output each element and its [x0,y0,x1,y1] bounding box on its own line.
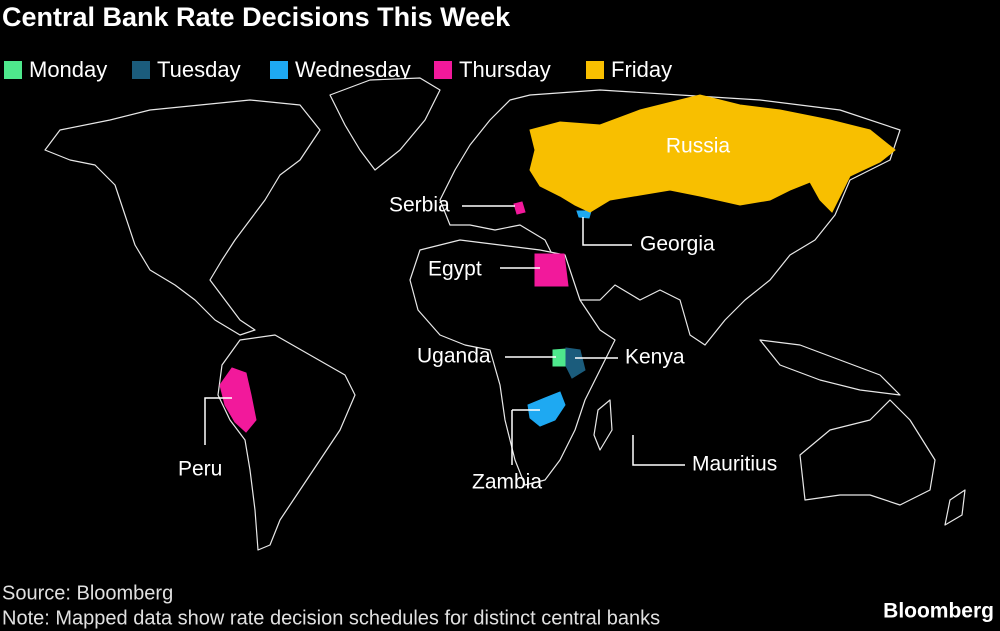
country-shape [576,210,592,219]
country-label: Kenya [625,346,685,369]
landmass [217,334,356,551]
legend-swatch [4,61,22,79]
legend-swatch [132,61,150,79]
landmass [44,99,321,336]
country-shape [219,367,257,433]
country-label: Egypt [428,258,482,281]
country-label: Uganda [417,345,491,368]
country-shape [513,201,526,215]
country-label: Serbia [389,194,450,217]
legend-label: Thursday [459,57,551,82]
legend-label: Tuesday [157,57,241,82]
source: Source: Bloomberg [2,582,173,604]
landmass [759,339,901,396]
country-labels: Uganda Kenya Georgia Zambia Serbia Egypt Peru R… [178,135,777,494]
legend: Monday Tuesday Wednesday Thursday Friday [4,57,672,82]
country-shape [529,94,896,213]
country-label: Russia [666,135,731,158]
country-label: Zambia [472,471,542,494]
brand: Bloomberg [883,600,994,623]
leader-line [632,435,685,466]
country-label: Peru [178,458,222,481]
country-shape [534,253,569,287]
leader-line [511,409,540,465]
legend-swatch [270,61,288,79]
legend-label: Monday [29,57,107,82]
landmass [799,399,936,506]
highlighted-countries [219,94,896,433]
legend-swatch [434,61,452,79]
legend-label: Friday [611,57,672,82]
legend-swatch [586,61,604,79]
landmass [329,77,441,171]
note: Note: Mapped data show rate decision sch… [2,607,660,629]
country-shape [565,347,586,379]
country-shape [527,391,566,427]
leader-line [582,217,632,246]
country-label: Mauritius [692,453,777,476]
landmass [944,489,966,526]
legend-label: Wednesday [295,57,411,82]
leader-line [204,397,232,445]
country-label: Georgia [640,233,715,256]
landmass [409,239,616,486]
title: Central Bank Rate Decisions This Week [2,2,511,32]
landmass [593,399,613,451]
